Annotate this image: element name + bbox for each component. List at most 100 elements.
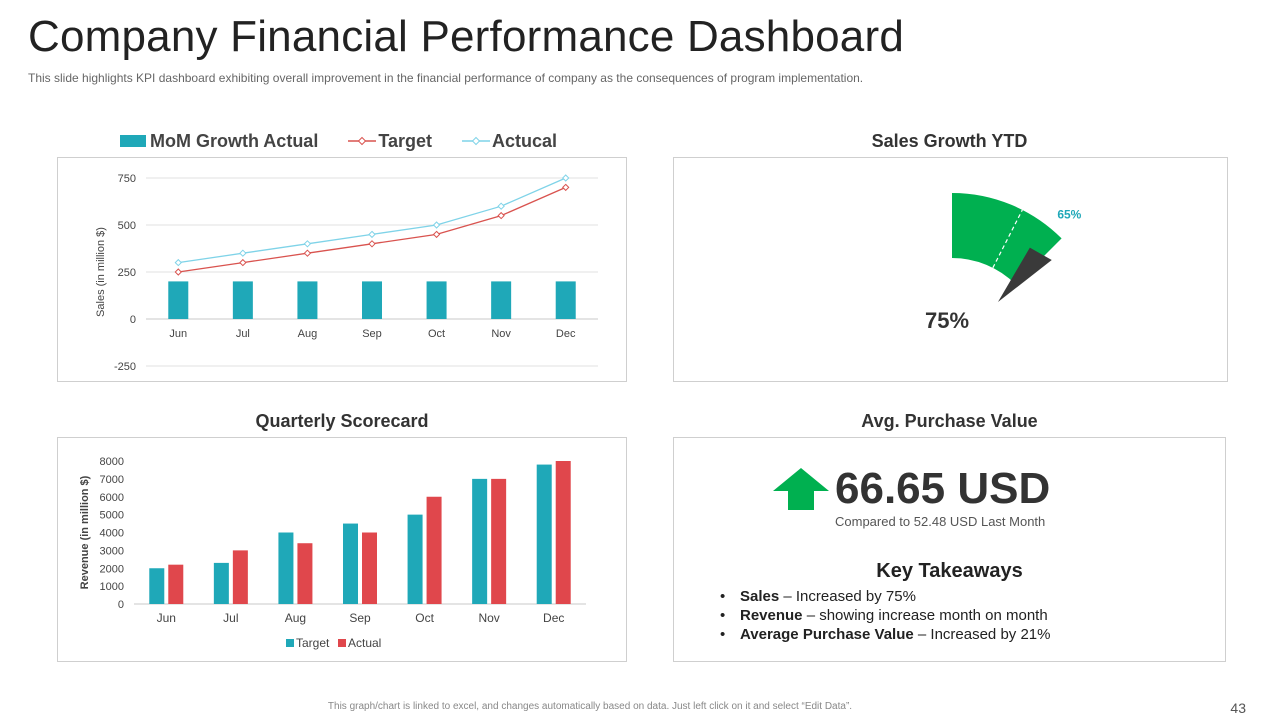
- takeaway-bold: Average Purchase Value: [740, 626, 914, 643]
- page-subtitle: This slide highlights KPI dashboard exhi…: [28, 71, 864, 85]
- bar-target: [407, 514, 423, 604]
- y-axis-label: Revenue (in million $): [79, 475, 91, 589]
- takeaway-text: – Increased by 75%: [779, 588, 916, 605]
- x-tick-label: Nov: [478, 611, 499, 625]
- bar-actual: [426, 496, 442, 604]
- marker-target: [239, 258, 247, 267]
- avg-purchase-comparison: Compared to 52.48 USD Last Month: [835, 514, 1046, 529]
- gauge-target-marker: [992, 209, 1023, 269]
- bar-target: [278, 532, 294, 604]
- legend-label: Actucal: [492, 130, 558, 151]
- marker-target: [174, 268, 182, 276]
- bar-mom-growth: [555, 281, 576, 319]
- y-tick-label: 500: [118, 220, 136, 232]
- legend-label: MoM Growth Actual: [150, 130, 319, 151]
- marker-target: [303, 249, 312, 257]
- takeaway-bold: Sales: [740, 588, 780, 605]
- avg-purchase-value: 66.65 USD: [835, 464, 1051, 513]
- x-tick-label: Oct: [415, 611, 434, 625]
- legend-label: Target: [296, 636, 330, 650]
- x-tick-label: Oct: [428, 328, 445, 340]
- page-number: 43: [1230, 700, 1246, 716]
- marker-actual: [432, 221, 441, 229]
- mom-chart-panel[interactable]: 750 500 250 0 -250 Sales (in million $) Jun Jul…: [57, 157, 627, 382]
- takeaway-item: Sales – Increased by 75%: [720, 587, 1050, 606]
- x-tick-label: Jul: [223, 611, 238, 625]
- y-tick-label: 7000: [100, 474, 124, 486]
- x-tick-label: Jul: [236, 328, 250, 340]
- y-tick-label: 0: [130, 314, 136, 326]
- y-tick-label: 1000: [100, 581, 124, 593]
- gauge-target-label: 65%: [1057, 207, 1081, 221]
- key-takeaways-title: Key Takeaways: [876, 560, 1023, 582]
- legend-item-actual: Actucal: [460, 131, 557, 152]
- bar-target: [343, 523, 358, 604]
- x-tick-label: Jun: [169, 328, 187, 340]
- y-tick-label: 2000: [100, 563, 124, 575]
- bar-target: [536, 464, 552, 604]
- line-actual: [178, 177, 566, 264]
- sales-growth-gauge: 65% 75%: [925, 193, 1082, 333]
- x-tick-label: Sep: [362, 328, 382, 340]
- legend-label: Target: [378, 130, 433, 151]
- sales-growth-panel[interactable]: 65% 75%: [673, 157, 1228, 382]
- marker-target: [497, 211, 505, 220]
- bar-mom-growth: [168, 281, 189, 319]
- x-tick-label: Nov: [491, 328, 511, 340]
- line-target: [178, 186, 566, 273]
- bar-mom-growth: [426, 281, 447, 319]
- x-tick-label: Aug: [285, 611, 306, 625]
- sales-growth-title: Sales Growth YTD: [871, 131, 1028, 151]
- x-tick-label: Dec: [556, 328, 576, 340]
- gauge-needle: [997, 247, 1052, 303]
- bar-actual: [491, 478, 507, 604]
- quarterly-title: Quarterly Scorecard: [255, 411, 429, 431]
- y-tick-label: 3000: [100, 545, 124, 557]
- y-tick-label: 0: [118, 599, 124, 611]
- marker-actual: [562, 174, 570, 182]
- footer-note: This graph/chart is linked to excel, and…: [327, 701, 853, 712]
- y-tick-label: -250: [114, 361, 136, 373]
- bar-mom-growth: [362, 281, 382, 319]
- y-axis-label: Sales (in million $): [95, 227, 107, 317]
- y-tick-label: 8000: [100, 456, 124, 468]
- bar-target: [472, 478, 488, 604]
- mom-legend: MoM Growth Actual Target Actucal: [120, 130, 585, 152]
- marker-target: [562, 183, 570, 192]
- gauge-value-label: 75%: [925, 308, 969, 333]
- takeaway-text: – showing increase month on month: [802, 607, 1048, 624]
- marker-target: [432, 230, 441, 239]
- legend-item-target: Target: [346, 131, 432, 152]
- bar-actual: [232, 550, 248, 604]
- takeaway-item: Revenue – showing increase month on mont…: [720, 606, 1050, 625]
- legend-item-mom-growth: MoM Growth Actual: [120, 131, 318, 152]
- gauge-arc: [952, 193, 1062, 285]
- marker-target: [368, 240, 376, 248]
- bar-target: [213, 562, 229, 604]
- bar-actual: [297, 543, 313, 604]
- marker-actual: [239, 249, 247, 257]
- bar-actual: [362, 532, 377, 604]
- y-tick-label: 6000: [100, 492, 124, 504]
- bar-mom-growth: [232, 281, 253, 319]
- marker-actual: [174, 258, 182, 267]
- marker-actual: [497, 202, 505, 210]
- x-tick-label: Aug: [298, 328, 318, 340]
- legend-line-target: [348, 136, 377, 146]
- bar-actual: [168, 564, 184, 604]
- x-tick-label: Sep: [349, 611, 371, 625]
- marker-actual: [368, 230, 376, 239]
- avg-purchase-title: Avg. Purchase Value: [861, 411, 1038, 431]
- quarterly-panel[interactable]: 8000 7000 6000 5000 4000 3000 2000 1000 0 Revenue…: [57, 437, 627, 662]
- key-takeaways-list: Sales – Increased by 75% Revenue – showi…: [720, 587, 1050, 644]
- x-tick-label: Jun: [157, 611, 176, 625]
- legend-label: Actual: [348, 636, 381, 650]
- bar-mom-growth: [297, 281, 318, 319]
- bar-target: [149, 568, 165, 604]
- bar-mom-growth: [491, 281, 512, 319]
- legend-line-actual: [462, 136, 491, 146]
- up-arrow-icon: [773, 468, 829, 510]
- bar-actual: [555, 461, 571, 604]
- x-tick-label: Dec: [543, 611, 564, 625]
- mom-chart: 750 500 250 0 -250 Sales (in million $) Jun Jul…: [95, 173, 598, 373]
